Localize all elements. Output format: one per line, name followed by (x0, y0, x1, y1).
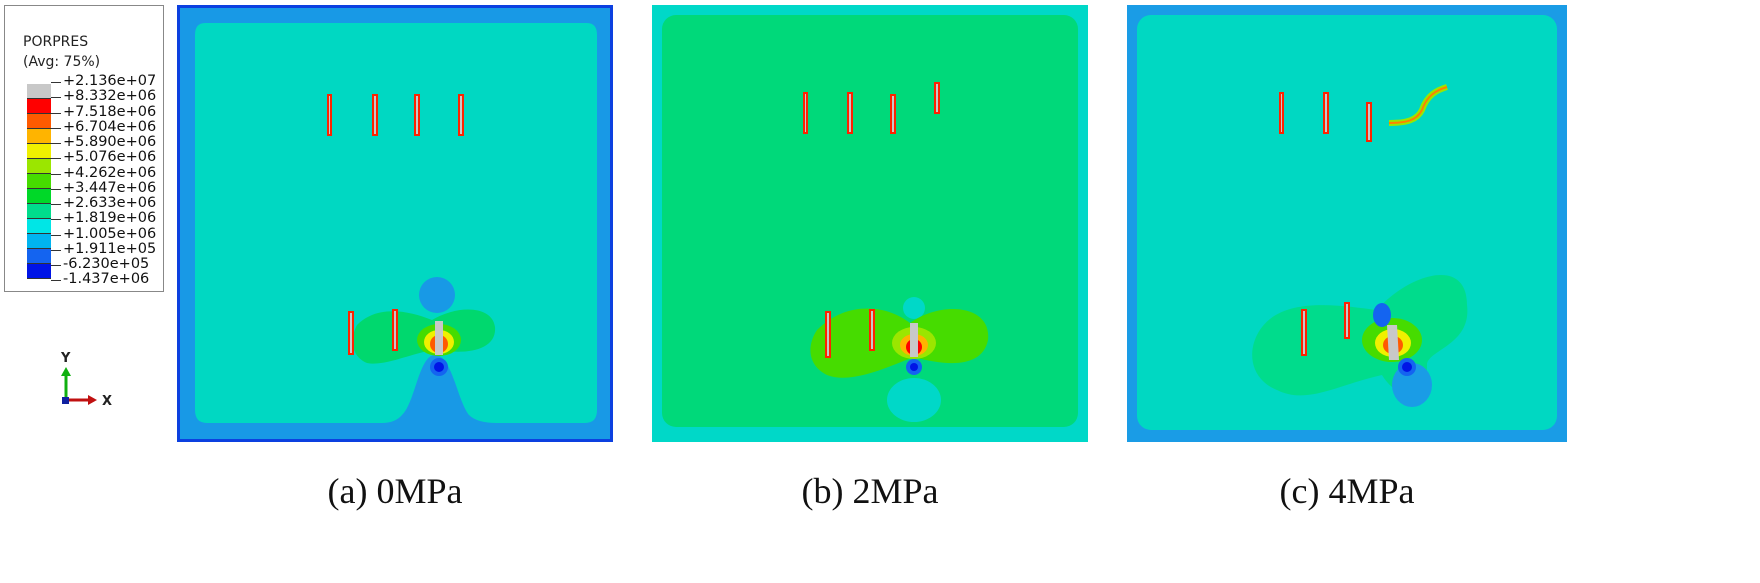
axis-triad: Y X (60, 351, 112, 409)
legend-swatch (27, 99, 51, 114)
low-pressure-zone (419, 277, 455, 313)
legend-level-label: +1.819e+06 (63, 210, 157, 227)
legend-level-label: +2.633e+06 (63, 195, 157, 211)
legend-level-label: +8.332e+06 (63, 88, 157, 105)
fractures (1279, 92, 1372, 356)
legend-level-label: +3.447e+06 (63, 179, 157, 196)
legend-level: +1.005e+06 (50, 225, 157, 242)
legend-level-label: +5.890e+06 (63, 134, 157, 150)
legend-labels: +2.136e+07 +8.332e+06 +7.518e+06 +6.704e+06… (50, 73, 157, 288)
low-pressure-zone (1373, 303, 1391, 327)
legend-swatch (27, 159, 51, 174)
legend-level: -6.230e+05 (50, 256, 156, 272)
legend-swatch (27, 264, 51, 279)
legend-level-label: +7.518e+06 (63, 103, 157, 120)
legend-swatch (27, 219, 51, 234)
legend-level: +4.262e+06 (50, 164, 157, 181)
fracture (1387, 325, 1399, 360)
fracture (910, 323, 918, 357)
legend-level: +6.704e+06 (50, 118, 157, 135)
legend-swatch (27, 144, 51, 159)
low-pressure-zone (887, 378, 941, 422)
y-axis-label: Y (60, 351, 71, 366)
legend-swatch (27, 129, 51, 144)
legend-level: +3.447e+06 (50, 179, 157, 196)
legend-variable: PORPRES (23, 34, 89, 50)
fracture (435, 321, 443, 355)
legend-level: +7.518e+06 (50, 103, 157, 120)
legend-swatch (27, 114, 51, 129)
caption-a: (a) 0MPa (327, 471, 463, 511)
legend-level: +5.076e+06 (50, 149, 157, 166)
legend-swatch (27, 204, 51, 219)
contour-panel-c (1127, 5, 1567, 442)
inner-field (195, 23, 597, 423)
legend-level: -1.437e+06 (50, 271, 156, 288)
legend-color-bar (27, 84, 51, 279)
legend-swatch (27, 189, 51, 204)
caption-b: (b) 2MPa (801, 471, 939, 511)
legend-level: +1.819e+06 (50, 210, 157, 227)
z-axis-marker (62, 397, 69, 404)
legend-level-label: +1.005e+06 (63, 225, 157, 242)
contour-panel-a (177, 5, 613, 442)
legend-level-label: +5.076e+06 (63, 149, 157, 166)
legend-level: +1.911e+05 (50, 240, 157, 257)
legend-swatch (27, 84, 51, 99)
legend-level: +2.633e+06 (50, 195, 157, 211)
legend-level-label: +2.136e+07 (63, 73, 157, 89)
fractures (327, 94, 464, 355)
legend-level-label: +6.704e+06 (63, 118, 157, 135)
legend-level: +5.890e+06 (50, 134, 157, 150)
legend-averaging: (Avg: 75%) (23, 54, 101, 70)
contour-panel-b (652, 5, 1088, 442)
legend-swatch (27, 174, 51, 189)
legend-level: +2.136e+07 (50, 73, 157, 89)
fractures (803, 82, 940, 358)
legend-level-label: +1.911e+05 (63, 240, 157, 257)
legend-level: +8.332e+06 (50, 88, 157, 105)
legend-level-label: -6.230e+05 (63, 256, 150, 272)
legend-swatch (27, 249, 51, 264)
color-legend: PORPRES (Avg: 75%) +2.136e+07 +8.332e+06 +… (4, 5, 164, 292)
legend-title: PORPRES (Avg: 75%) (23, 32, 100, 72)
x-arrowhead (88, 395, 97, 405)
legend-level-label: -1.437e+06 (63, 271, 150, 288)
caption-c: (c) 4MPa (1279, 471, 1415, 511)
legend-swatch (27, 234, 51, 249)
legend-level-label: +4.262e+06 (63, 164, 157, 181)
y-arrowhead (61, 367, 71, 376)
x-axis-label: X (102, 394, 112, 409)
